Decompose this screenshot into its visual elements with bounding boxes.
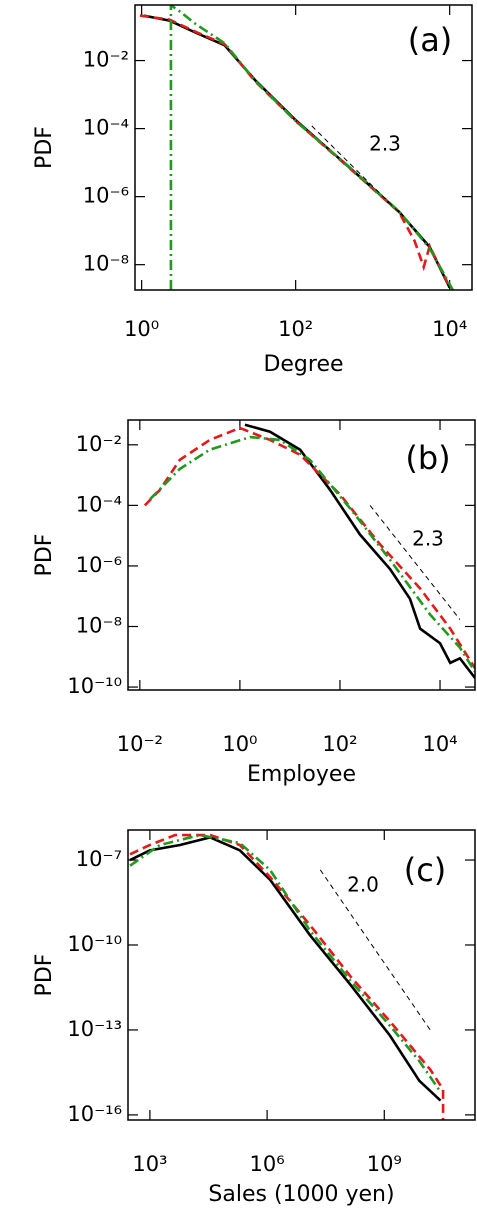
y-axis-label: PDF (32, 954, 57, 997)
panel: 10⁻² 10⁰ 10² 10⁴ 10⁻² 10⁻⁴ 10⁻⁶ 10⁻⁸ 10⁻¹⁰ 2.3 (b)… (32, 419, 476, 787)
x-axis-label: Sales (1000 yen) (208, 1182, 394, 1207)
x-tick-label: 10² (278, 317, 313, 341)
y-axis-label: PDF (32, 126, 57, 169)
y-tick-label: 10⁻⁴ (76, 492, 122, 516)
series-line (244, 423, 475, 679)
series-line (149, 435, 475, 673)
series-line (129, 833, 445, 1120)
panel-label: (c) (404, 851, 447, 889)
y-tick-label: 10⁻⁶ (83, 184, 129, 208)
slope-guide (311, 125, 404, 217)
x-tick-label: 10⁹ (367, 1152, 402, 1176)
plot-frame (127, 829, 476, 1121)
y-tick-label: 10⁻⁸ (76, 614, 122, 638)
y-tick-label: 10⁻¹⁶ (67, 1102, 122, 1126)
y-tick-label: 10⁻⁸ (83, 252, 129, 276)
x-tick-label: 10² (322, 732, 357, 756)
x-tick-label: 10⁻² (117, 732, 163, 756)
y-axis-label: PDF (32, 534, 57, 577)
y-tick-label: 10⁻⁷ (76, 847, 122, 871)
panel: 10³ 10⁶ 10⁹ 10⁻⁷ 10⁻¹⁰ 10⁻¹³ 10⁻¹⁶ 2.0 (c) Sales … (32, 829, 476, 1207)
x-axis-label: Employee (247, 762, 356, 787)
panel-label: (b) (405, 439, 450, 477)
x-tick-label: 10⁴ (422, 732, 457, 756)
series-line (129, 833, 440, 1091)
y-tick-label: 10⁻² (83, 48, 129, 72)
series-line (143, 426, 475, 669)
slope-label: 2.0 (347, 873, 379, 897)
panel-label: (a) (408, 21, 453, 59)
series-line (129, 836, 442, 1102)
x-tick-label: 10⁰ (124, 317, 159, 341)
x-tick-label: 10⁶ (250, 1152, 285, 1176)
series-line (169, 5, 454, 290)
series-line (139, 14, 451, 288)
plot-frame (134, 4, 473, 291)
y-tick-label: 10⁻⁴ (83, 116, 129, 140)
slope-guide (369, 505, 461, 620)
y-tick-label: 10⁻⁶ (76, 553, 122, 577)
y-tick-label: 10⁻¹³ (67, 1017, 122, 1041)
series-line (143, 14, 451, 289)
x-tick-label: 10³ (132, 1152, 167, 1176)
y-tick-label: 10⁻¹⁰ (67, 932, 122, 956)
x-axis-label: Degree (263, 352, 343, 377)
slope-label: 2.3 (412, 527, 444, 551)
plot-frame (127, 419, 476, 691)
y-tick-label: 10⁻¹⁰ (67, 674, 122, 698)
x-tick-label: 10⁴ (432, 317, 467, 341)
panel: 10⁰ 10² 10⁴ 10⁻² 10⁻⁴ 10⁻⁶ 10⁻⁸ 2.3 (a) Degree PDF (32, 4, 473, 377)
slope-label: 2.3 (369, 132, 401, 156)
x-tick-label: 10⁰ (222, 732, 257, 756)
y-tick-label: 10⁻² (76, 432, 122, 456)
